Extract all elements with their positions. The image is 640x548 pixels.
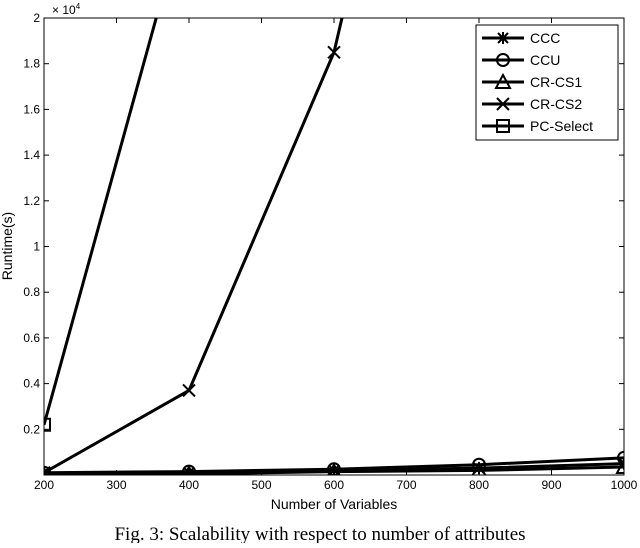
y-multiplier-exponent: 4	[76, 2, 81, 11]
x-tick-label: 800	[469, 478, 489, 492]
y-tick-label: 2	[33, 11, 40, 25]
marker-part	[44, 465, 51, 475]
y-multiplier-base: × 10	[52, 3, 76, 17]
series-line	[44, 18, 344, 475]
marker-part	[496, 53, 510, 67]
marker-part	[471, 461, 487, 475]
marker	[327, 45, 341, 59]
y-tick-label: 1.6	[23, 102, 40, 116]
x-tick-label: 1000	[611, 478, 638, 492]
marker	[327, 462, 341, 475]
marker	[183, 464, 195, 475]
marker	[44, 466, 51, 475]
marker	[494, 72, 512, 89]
x-tick-label: 500	[251, 478, 271, 492]
legend-label: CR-CS1	[530, 74, 582, 90]
marker-part	[496, 119, 510, 133]
y-tick-label: 1.2	[23, 194, 40, 208]
marker	[496, 119, 510, 133]
marker-part	[497, 32, 509, 44]
legend-label: CR-CS2	[530, 96, 582, 112]
x-tick-label: 400	[179, 478, 199, 492]
marker	[471, 461, 487, 475]
legend-label: CCU	[530, 52, 560, 68]
marker	[497, 32, 509, 44]
marker-part	[327, 45, 341, 59]
y-tick-label: 0.6	[23, 331, 40, 345]
marker-part	[494, 72, 512, 89]
x-tick-label: 900	[541, 478, 561, 492]
y-tick-label: 0.2	[23, 422, 40, 436]
plot-area	[44, 18, 624, 475]
marker-part	[617, 450, 624, 465]
x-axis-label: Number of Variables	[271, 496, 398, 512]
y-tick-label: 0.4	[23, 377, 40, 391]
marker	[615, 457, 624, 475]
y-tick-label: 0.8	[23, 285, 40, 299]
marker	[617, 450, 624, 465]
marker-part	[44, 417, 51, 432]
marker-part	[327, 462, 341, 475]
marker	[44, 417, 51, 432]
legend-label: PC-Select	[530, 118, 593, 134]
y-axis-label: Runtime(s)	[0, 212, 15, 280]
marker	[44, 465, 51, 475]
marker	[182, 383, 196, 398]
x-tick-label: 600	[324, 478, 344, 492]
marker-part	[183, 464, 195, 475]
marker-part	[44, 465, 49, 475]
marker	[496, 97, 510, 111]
caption: Fig. 3: Scalability with respect to numb…	[114, 524, 525, 543]
x-tick-label: 700	[396, 478, 416, 492]
marker-part	[496, 97, 510, 111]
series-line	[44, 465, 624, 475]
marker	[496, 53, 510, 67]
marker-part	[618, 457, 624, 465]
y-tick-label: 1.4	[23, 148, 40, 162]
y-multiplier: × 104	[52, 2, 81, 17]
marker-part	[44, 466, 51, 475]
legend-label: CCC	[530, 30, 560, 46]
series-line	[44, 456, 624, 475]
y-tick-label: 1	[33, 240, 40, 254]
x-tick-label: 200	[34, 478, 54, 492]
marker-part	[615, 457, 624, 475]
y-tick-label: 1.8	[23, 57, 40, 71]
series-line	[44, 18, 158, 426]
x-tick-label: 300	[106, 478, 126, 492]
marker-part	[182, 383, 196, 398]
marker	[44, 465, 49, 475]
